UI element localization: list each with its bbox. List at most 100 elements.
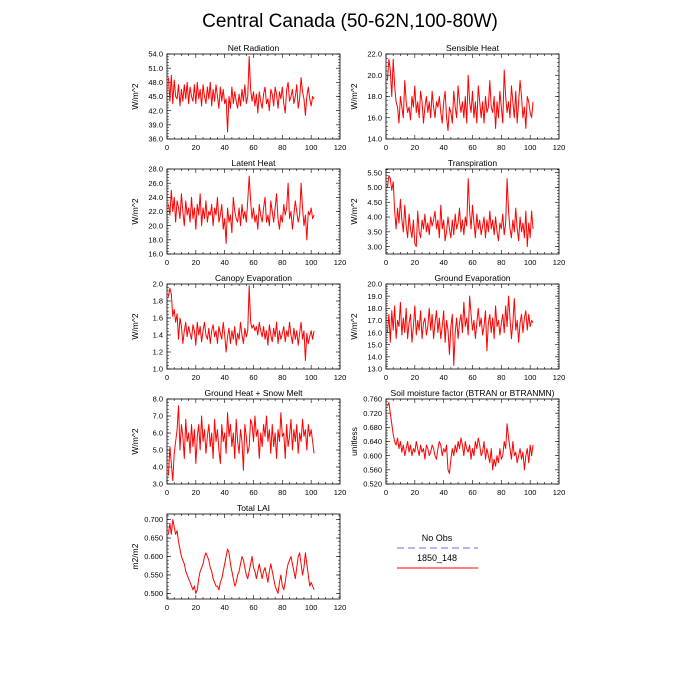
panel-canopy-evaporation: Canopy Evaporation W/m^2 0 20 40 60 80 100 120 1.… — [130, 273, 346, 382]
x-tick-label: 0 — [384, 488, 388, 497]
y-axis-label: W/m^2 — [130, 428, 140, 454]
y-tick-label: 16.0 — [148, 250, 163, 259]
x-tick-label: 40 — [439, 488, 447, 497]
panel-title: Soil moisture factor (BTRAN or BTRANMN) — [391, 388, 555, 398]
x-tick-label: 40 — [439, 258, 447, 267]
y-tick-label: 3.00 — [367, 242, 382, 251]
y-tick-label: 24.0 — [148, 193, 163, 202]
panel-title: Canopy Evaporation — [215, 273, 292, 283]
y-tick-label: 17.0 — [367, 316, 382, 325]
series-line-sensible-heat — [386, 58, 534, 131]
x-tick-label: 100 — [524, 488, 537, 497]
x-tick-label: 60 — [468, 488, 476, 497]
panel-title: Total LAI — [237, 503, 270, 513]
x-tick-label: 0 — [384, 143, 388, 152]
x-tick-label: 120 — [334, 258, 347, 267]
x-tick-label: 40 — [220, 258, 228, 267]
series-line-canopy-evaporation — [167, 285, 315, 361]
y-tick-label: 48.0 — [148, 78, 163, 87]
x-tick-label: 60 — [468, 143, 476, 152]
panel-title: Sensible Heat — [446, 43, 500, 53]
x-tick-label: 20 — [411, 488, 419, 497]
x-tick-label: 80 — [497, 258, 505, 267]
y-tick-label: 20.0 — [367, 71, 382, 80]
legend: No Obs 1850_148 — [397, 533, 478, 569]
y-tick-label: 0.680 — [363, 423, 382, 432]
y-tick-label: 0.520 — [363, 480, 382, 489]
legend-label-1850-148: 1850_148 — [417, 553, 457, 563]
y-tick-label: 16.0 — [367, 113, 382, 122]
x-tick-label: 40 — [220, 488, 228, 497]
x-tick-label: 60 — [249, 603, 257, 612]
panel-title: Latent Heat — [232, 158, 277, 168]
y-axis-label: W/m^2 — [130, 198, 140, 224]
y-tick-label: 0.550 — [144, 571, 163, 580]
y-tick-label: 5.50 — [367, 168, 382, 177]
x-tick-label: 80 — [278, 603, 286, 612]
plot-frame — [166, 513, 341, 600]
figure-title: Central Canada (50-62N,100-80W) — [202, 11, 498, 32]
y-tick-label: 7.0 — [153, 412, 163, 421]
y-tick-label: 1.8 — [153, 297, 163, 306]
panel-title: Net Radiation — [228, 43, 280, 53]
y-tick-label: 0.500 — [144, 589, 163, 598]
x-tick-label: 60 — [468, 258, 476, 267]
y-tick-label: 28.0 — [148, 165, 163, 174]
x-tick-label: 20 — [411, 143, 419, 152]
x-tick-label: 120 — [553, 373, 566, 382]
x-tick-label: 80 — [497, 373, 505, 382]
x-tick-label: 0 — [165, 143, 169, 152]
panel-title: Transpiration — [448, 158, 498, 168]
y-tick-label: 51.0 — [148, 64, 163, 73]
x-tick-label: 0 — [165, 258, 169, 267]
x-tick-label: 20 — [192, 488, 200, 497]
x-tick-label: 20 — [192, 603, 200, 612]
panel-title: Ground Heat + Snow Melt — [204, 388, 303, 398]
x-tick-label: 60 — [249, 143, 257, 152]
x-tick-label: 0 — [384, 373, 388, 382]
x-tick-label: 40 — [220, 373, 228, 382]
y-tick-label: 18.0 — [148, 236, 163, 245]
x-tick-label: 100 — [524, 258, 537, 267]
panel-total-lai: Total LAI m2/m2 0 20 40 60 80 100 120 0.500 0.550 0… — [130, 503, 346, 612]
y-tick-label: 2.0 — [153, 280, 163, 289]
x-tick-label: 100 — [305, 373, 318, 382]
y-tick-label: 4.50 — [367, 198, 382, 207]
panel-sensible-heat: Sensible Heat W/m^2 0 20 40 60 80 100 120 14.0 16.… — [349, 43, 565, 152]
plot-frame — [385, 398, 560, 485]
y-tick-label: 45.0 — [148, 92, 163, 101]
y-tick-label: 19.0 — [367, 292, 382, 301]
x-tick-label: 120 — [334, 143, 347, 152]
x-tick-label: 60 — [249, 258, 257, 267]
panel-ground-heat-snow-melt: Ground Heat + Snow Melt W/m^2 0 20 40 60 80 100… — [130, 388, 346, 497]
x-tick-label: 80 — [278, 143, 286, 152]
y-tick-label: 5.00 — [367, 183, 382, 192]
x-tick-label: 80 — [278, 488, 286, 497]
y-axis-label: W/m^2 — [130, 313, 140, 339]
y-tick-label: 0.760 — [363, 395, 382, 404]
y-axis-label: W/m^2 — [349, 83, 359, 109]
panel-soil-moisture-factor-btran-or-btranmn: Soil moisture factor (BTRAN or BTRANMN) u… — [349, 388, 565, 497]
x-tick-label: 120 — [334, 488, 347, 497]
y-tick-label: 0.600 — [363, 451, 382, 460]
y-tick-label: 3.50 — [367, 228, 382, 237]
y-tick-label: 15.0 — [367, 340, 382, 349]
series-line-net-radiation — [167, 55, 315, 133]
panel-title: Ground Evaporation — [434, 273, 510, 283]
y-tick-label: 1.0 — [153, 365, 163, 374]
y-tick-label: 6.0 — [153, 429, 163, 438]
y-axis-label: m2/m2 — [130, 543, 140, 569]
x-tick-label: 40 — [439, 143, 447, 152]
x-tick-label: 80 — [278, 258, 286, 267]
series-line-soil-moisture-factor-btran-or-btranmn — [386, 402, 534, 474]
y-tick-label: 18.0 — [367, 92, 382, 101]
y-tick-label: 20.0 — [367, 280, 382, 289]
y-tick-label: 22.0 — [367, 50, 382, 59]
y-axis-label: W/m^2 — [349, 313, 359, 339]
x-tick-label: 40 — [439, 373, 447, 382]
y-tick-label: 22.0 — [148, 207, 163, 216]
x-tick-label: 80 — [497, 488, 505, 497]
series-line-total-lai — [167, 519, 315, 594]
panel-transpiration: Transpiration W/m^2 0 20 40 60 80 100 120 3.00 3.5… — [349, 158, 565, 267]
